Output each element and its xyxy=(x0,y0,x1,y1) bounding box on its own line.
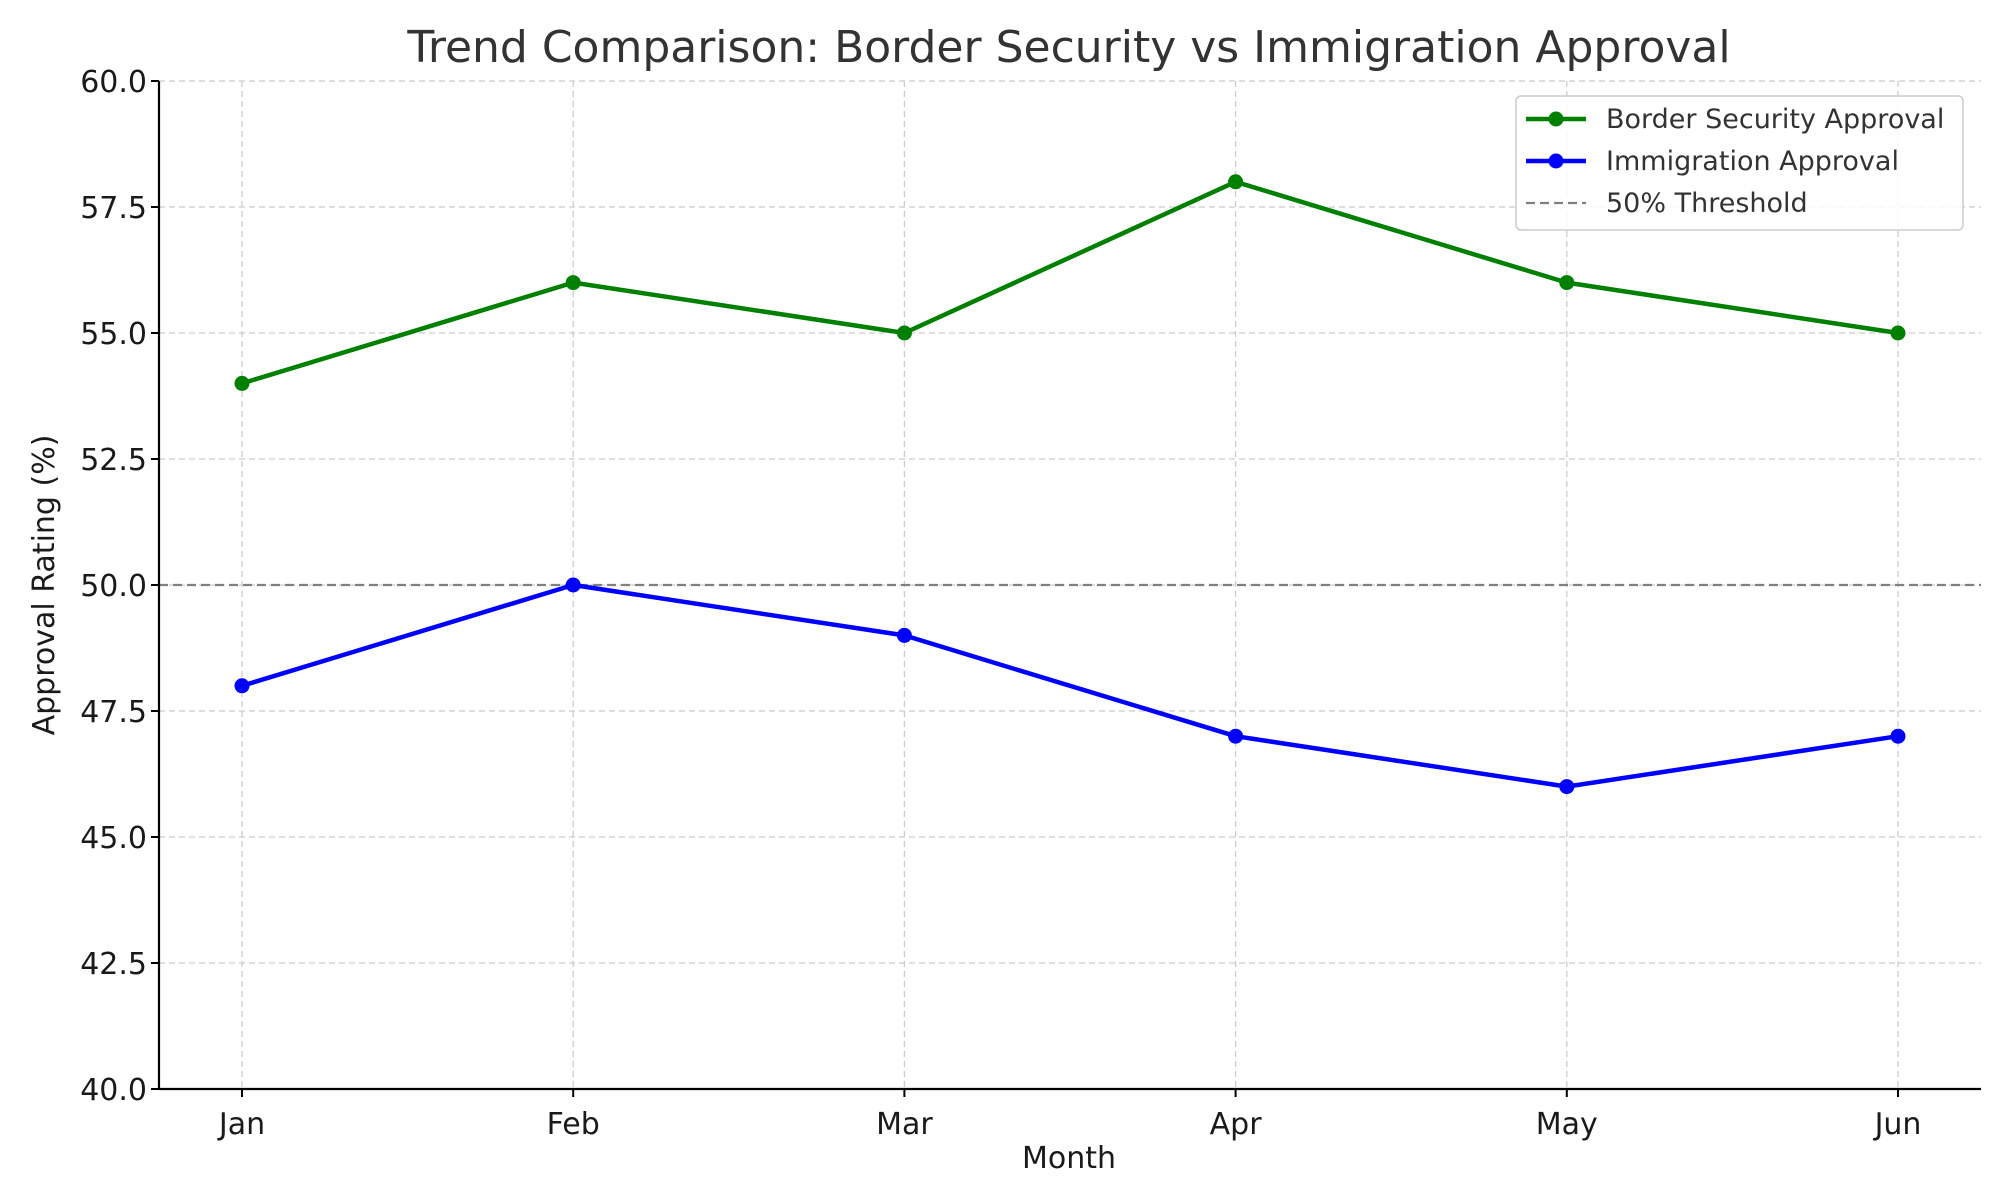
x-tick-label: Feb xyxy=(547,1107,600,1142)
data-point xyxy=(1890,728,1906,744)
data-point xyxy=(1228,174,1244,190)
x-tick-label: Mar xyxy=(876,1107,933,1142)
data-point xyxy=(896,627,912,643)
x-tick-label: Jan xyxy=(217,1107,265,1142)
series-group xyxy=(234,174,1906,795)
y-tick-label: 50.0 xyxy=(80,569,147,604)
y-tick-label: 52.5 xyxy=(80,443,147,478)
legend-label: Immigration Approval xyxy=(1606,146,1899,177)
data-point xyxy=(1228,728,1244,744)
chart-title: Trend Comparison: Border Security vs Imm… xyxy=(406,22,1730,73)
legend: Border Security Approval Immigration Appr… xyxy=(1515,95,1964,231)
axes: Jan Feb Mar Apr May Jun 40.0 42.5 45.0 47.5 50.0 52… xyxy=(80,65,1981,1142)
data-point xyxy=(1890,325,1906,341)
x-tick-label: May xyxy=(1536,1107,1598,1142)
x-tick-label: Jun xyxy=(1873,1107,1922,1142)
data-point xyxy=(1559,779,1575,795)
data-point xyxy=(234,375,250,391)
legend-marker xyxy=(1548,153,1564,169)
data-point xyxy=(896,325,912,341)
data-point xyxy=(565,577,581,593)
y-tick-label: 55.0 xyxy=(80,317,147,352)
series-line-2 xyxy=(241,582,1899,789)
y-tick-label: 57.5 xyxy=(80,191,147,226)
y-tick-label: 45.0 xyxy=(80,821,147,856)
x-tick-label: Apr xyxy=(1210,1107,1263,1142)
y-tick-label: 60.0 xyxy=(80,65,147,100)
legend-box xyxy=(1515,95,1964,231)
legend-label: Border Security Approval xyxy=(1606,104,1944,135)
y-tick-label: 47.5 xyxy=(80,695,147,730)
legend-label: 50% Threshold xyxy=(1606,188,1808,219)
legend-marker xyxy=(1548,111,1564,127)
data-point xyxy=(1559,275,1575,291)
x-axis-label: Month xyxy=(1022,1141,1116,1176)
y-tick-label: 40.0 xyxy=(80,1073,147,1108)
data-point xyxy=(234,678,250,694)
data-point xyxy=(565,275,581,291)
y-tick-label: 42.5 xyxy=(80,947,147,982)
series-line-1 xyxy=(241,179,1899,386)
y-axis-label: Approval Rating (%) xyxy=(27,435,62,736)
